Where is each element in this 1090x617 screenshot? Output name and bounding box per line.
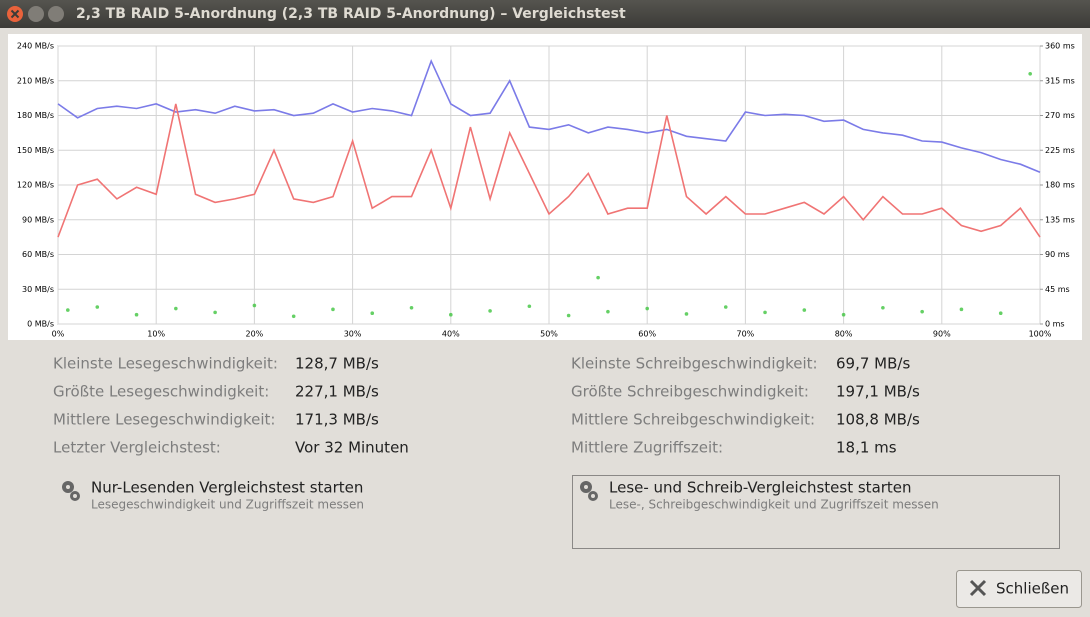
y2-tick-label: 315 ms <box>1045 76 1075 85</box>
y-tick-label: 30 MB/s <box>22 285 54 294</box>
chart: 0% 10% 20% 30% 40% 50% 60% 70% 80% 90% 100% 0 MB/s 3… <box>17 42 1075 339</box>
stat-label: Größte Lesegeschwindigkeit: <box>53 383 269 401</box>
access-time-point <box>959 307 964 312</box>
stat-label: Mittlere Lesegeschwindigkeit: <box>53 411 275 429</box>
button-subtitle: Lesegeschwindigkeit und Zugriffszeit mes… <box>91 498 364 512</box>
read-write-benchmark-button[interactable]: Lese- und Schreib-Vergleichstest starten… <box>572 475 1060 549</box>
stat-value: Vor 32 Minuten <box>295 439 409 457</box>
stat-label: Größte Schreibgeschwindigkeit: <box>571 383 809 401</box>
x-tick-label: 60% <box>638 330 656 339</box>
y2-tick-label: 0 ms <box>1045 320 1065 329</box>
access-time-point <box>881 305 885 310</box>
stat-label: Kleinste Lesegeschwindigkeit: <box>53 355 278 373</box>
access-time-point <box>66 308 70 312</box>
access-time-point <box>763 310 767 315</box>
y-tick-label: 60 MB/s <box>22 250 54 259</box>
access-time-point <box>95 305 100 309</box>
stat-value: 197,1 MB/s <box>836 383 920 401</box>
access-time-point <box>331 307 335 312</box>
x-tick-label: 0% <box>52 330 65 339</box>
access-time-point <box>213 310 217 315</box>
x-tick-label: 90% <box>933 330 951 339</box>
access-time-point <box>174 306 178 311</box>
stat-value: 171,3 MB/s <box>295 411 379 429</box>
y2-tick-label: 45 ms <box>1045 285 1070 294</box>
stats: Kleinste Lesegeschwindigkeit: 128,7 MB/s G… <box>53 355 920 457</box>
stat-value: 108,8 MB/s <box>836 411 920 429</box>
access-time-point <box>566 313 571 318</box>
stat-label: Mittlere Zugriffszeit: <box>571 439 723 457</box>
access-time-point <box>291 314 296 319</box>
button-title: Lese- und Schreib-Vergleichstest starten <box>609 479 912 497</box>
y-tick-label: 120 MB/s <box>17 181 54 190</box>
access-time-point <box>723 305 728 309</box>
x-tick-label: 50% <box>540 330 558 339</box>
access-time-point <box>1028 72 1032 76</box>
access-time-point <box>920 309 924 314</box>
button-title: Nur-Lesenden Vergleichstest starten <box>91 479 363 497</box>
close-icon <box>10 9 20 19</box>
access-time-point <box>802 308 807 312</box>
access-time-point <box>684 312 689 316</box>
y2-tick-label: 180 ms <box>1045 181 1075 190</box>
close-button-label: Schließen <box>996 580 1069 598</box>
close-button[interactable]: Schließen <box>956 570 1082 608</box>
gear-icon <box>62 481 80 501</box>
close-button-frame[interactable] <box>956 570 1082 608</box>
access-time-point <box>645 306 649 311</box>
access-time-point <box>252 303 257 308</box>
maximize-button[interactable] <box>48 6 64 22</box>
series-line <box>57 103 1041 238</box>
stat-label: Mittlere Schreibgeschwindigkeit: <box>571 411 815 429</box>
gear-icon <box>580 481 598 501</box>
y-tick-label: 0 MB/s <box>27 320 54 329</box>
access-time-point <box>488 309 492 313</box>
access-time-point <box>527 304 532 309</box>
access-time-point <box>370 311 375 315</box>
x-tick-label: 20% <box>246 330 264 339</box>
stat-value: 227,1 MB/s <box>295 383 379 401</box>
stat-label: Kleinste Schreibgeschwindigkeit: <box>571 355 818 373</box>
stat-label: Letzter Vergleichstest: <box>53 439 221 457</box>
close-icon <box>969 579 987 597</box>
stat-value: 128,7 MB/s <box>295 355 379 373</box>
stat-value: 69,7 MB/s <box>836 355 910 373</box>
y2-tick-label: 225 ms <box>1045 146 1075 155</box>
y2-tick-label: 360 ms <box>1045 42 1075 51</box>
access-time-point <box>841 312 846 317</box>
minimize-button[interactable] <box>28 6 44 22</box>
access-time-point <box>409 305 414 310</box>
y-tick-label: 150 MB/s <box>17 146 54 155</box>
y-tick-label: 180 MB/s <box>17 111 54 120</box>
y2-tick-label: 135 ms <box>1045 215 1075 224</box>
y2-tick-label: 270 ms <box>1045 111 1075 120</box>
x-tick-label: 100% <box>1029 330 1052 339</box>
access-time-point <box>998 311 1003 315</box>
x-tick-label: 10% <box>147 330 165 339</box>
y2-tick-label: 90 ms <box>1045 250 1070 259</box>
window-title: 2,3 TB RAID 5-Anordnung (2,3 TB RAID 5-A… <box>76 6 626 22</box>
access-time-point <box>596 275 600 280</box>
y-tick-label: 90 MB/s <box>22 215 54 224</box>
x-tick-label: 70% <box>737 330 755 339</box>
title-bar <box>0 0 1090 28</box>
access-time-point <box>134 312 139 317</box>
x-tick-label: 80% <box>835 330 853 339</box>
x-tick-label: 40% <box>442 330 460 339</box>
access-time-point <box>606 309 610 314</box>
stat-value: 18,1 ms <box>836 439 897 457</box>
button-subtitle: Lese-, Schreibgeschwindigkeit und Zugrif… <box>609 498 939 512</box>
access-time-point <box>449 312 453 317</box>
y-tick-label: 240 MB/s <box>17 42 54 51</box>
y-tick-label: 210 MB/s <box>17 76 54 85</box>
read-benchmark-button[interactable]: Nur-Lesenden Vergleichstest starten Lese… <box>54 476 534 548</box>
x-tick-label: 30% <box>344 330 362 339</box>
series-line <box>57 58 1041 174</box>
